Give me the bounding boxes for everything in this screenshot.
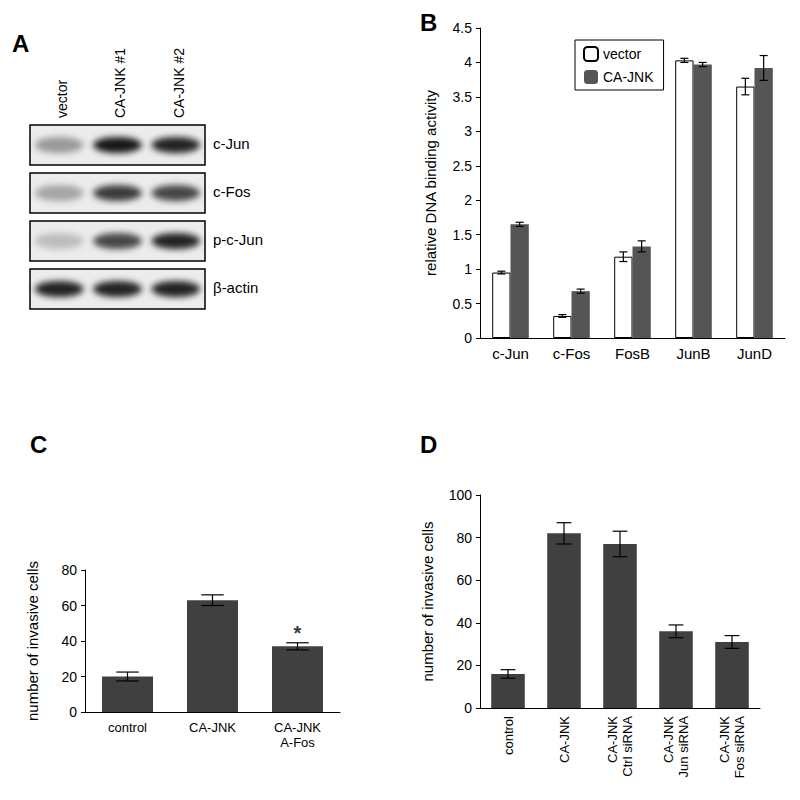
svg-text:number of invasive cells: number of invasive cells <box>419 521 436 681</box>
svg-text:CA-JNK #2: CA-JNK #2 <box>171 48 187 118</box>
svg-text:p-c-Jun: p-c-Jun <box>213 231 263 248</box>
svg-text:0: 0 <box>464 330 472 346</box>
svg-text:Jun siRNA: Jun siRNA <box>676 716 691 778</box>
svg-text:CA-JNK: CA-JNK <box>717 716 732 763</box>
svg-text:20: 20 <box>456 657 472 673</box>
svg-text:CA-JNK #1: CA-JNK #1 <box>112 48 128 118</box>
svg-text:60: 60 <box>456 572 472 588</box>
svg-text:2.5: 2.5 <box>453 158 473 174</box>
svg-text:0: 0 <box>464 700 472 716</box>
svg-text:JunB: JunB <box>676 345 710 362</box>
svg-text:c-Jun: c-Jun <box>492 345 529 362</box>
svg-text:4.5: 4.5 <box>453 20 473 36</box>
svg-text:CA-JNK: CA-JNK <box>661 716 676 763</box>
svg-text:20: 20 <box>61 669 77 685</box>
svg-text:3: 3 <box>464 123 472 139</box>
svg-text:D: D <box>420 431 437 458</box>
svg-text:CA-JNK: CA-JNK <box>605 716 620 763</box>
svg-text:CA-JNK: CA-JNK <box>557 716 572 763</box>
svg-text:1.5: 1.5 <box>453 227 473 243</box>
svg-text:JunD: JunD <box>737 345 772 362</box>
svg-text:C: C <box>30 431 47 458</box>
svg-text:control: control <box>501 716 516 755</box>
svg-text:relative DNA binding activity: relative DNA binding activity <box>422 90 439 276</box>
svg-text:A-Fos: A-Fos <box>280 735 315 750</box>
svg-text:CA-JNK: CA-JNK <box>603 69 654 85</box>
svg-text:Ctrl siRNA: Ctrl siRNA <box>620 716 635 777</box>
svg-text:A: A <box>12 30 29 57</box>
svg-text:0: 0 <box>69 704 77 720</box>
svg-text:number of invasive cells: number of invasive cells <box>24 561 41 721</box>
svg-text:3.5: 3.5 <box>453 89 473 105</box>
svg-text:100: 100 <box>449 487 473 503</box>
svg-text:c-Fos: c-Fos <box>213 183 251 200</box>
svg-text:2: 2 <box>464 192 472 208</box>
svg-text:c-Jun: c-Jun <box>213 135 250 152</box>
svg-text:vector: vector <box>54 80 70 118</box>
svg-text:CA-JNK: CA-JNK <box>274 720 321 735</box>
svg-text:*: * <box>294 622 302 644</box>
svg-text:Fos siRNA: Fos siRNA <box>732 716 747 778</box>
svg-text:control: control <box>108 720 147 735</box>
svg-text:4: 4 <box>464 54 472 70</box>
svg-text:80: 80 <box>61 562 77 578</box>
svg-text:β-actin: β-actin <box>213 279 258 296</box>
svg-text:40: 40 <box>61 633 77 649</box>
svg-text:FosB: FosB <box>615 345 650 362</box>
svg-text:CA-JNK: CA-JNK <box>189 720 236 735</box>
svg-text:60: 60 <box>61 598 77 614</box>
svg-text:B: B <box>420 9 437 36</box>
svg-text:vector: vector <box>603 46 641 62</box>
svg-text:80: 80 <box>456 530 472 546</box>
svg-text:40: 40 <box>456 615 472 631</box>
svg-text:0.5: 0.5 <box>453 296 473 312</box>
svg-text:c-Fos: c-Fos <box>553 345 591 362</box>
svg-text:1: 1 <box>464 261 472 277</box>
